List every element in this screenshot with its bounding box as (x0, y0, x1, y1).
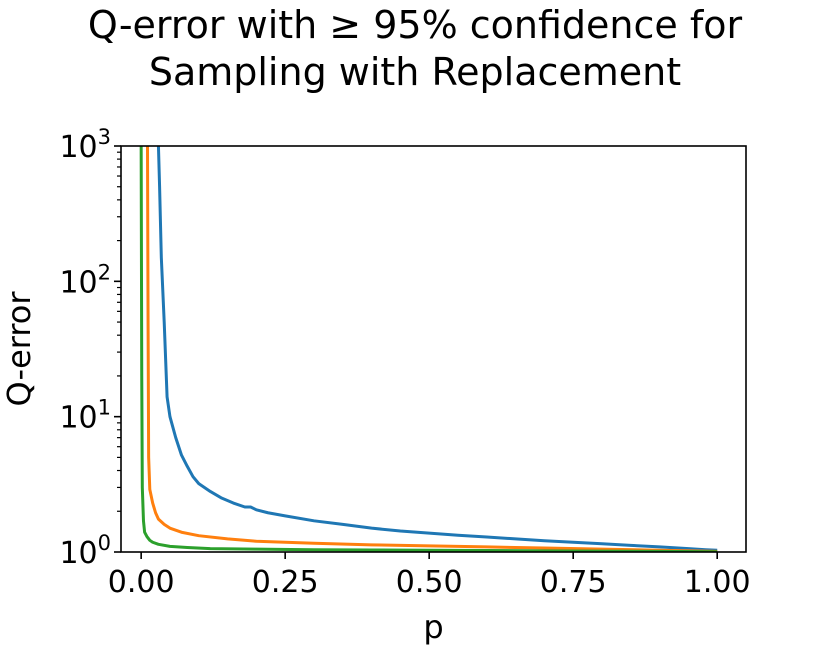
y-tick-label: 102 (59, 260, 111, 300)
plot-area (121, 146, 746, 552)
x-axis-label: p (423, 608, 443, 646)
series-line-1 (156, 146, 718, 552)
series-lines (139, 146, 718, 552)
x-tick-label: 0.00 (108, 565, 175, 600)
series-line-2 (146, 146, 718, 552)
chart-title-line-2: Sampling with Replacement (149, 50, 681, 94)
chart-title-line-1: Q-error with ≥ 95% confidence for (88, 3, 743, 47)
x-tick-label: 1.00 (684, 565, 751, 600)
y-tick-label: 100 (59, 531, 111, 571)
axes-frame-rect (120, 145, 747, 553)
series-line-3 (139, 146, 718, 552)
y-axis-ticks: 100 101 102 103 (59, 125, 121, 571)
y-tick-label: 101 (59, 396, 111, 436)
y-tick-label: 103 (59, 125, 111, 165)
x-tick-label: 0.50 (396, 565, 463, 600)
x-tick-label: 0.25 (252, 565, 319, 600)
x-axis-ticks: 0.00 0.25 0.50 0.75 1.00 (108, 552, 751, 600)
axes-frame (120, 145, 747, 553)
x-tick-label: 0.75 (540, 565, 607, 600)
chart-title: Q-error with ≥ 95% confidence forSamplin… (88, 3, 743, 94)
plot-background (121, 146, 746, 552)
y-axis-label: Q-error (0, 291, 38, 407)
axis-labels: p Q-error (0, 291, 444, 646)
